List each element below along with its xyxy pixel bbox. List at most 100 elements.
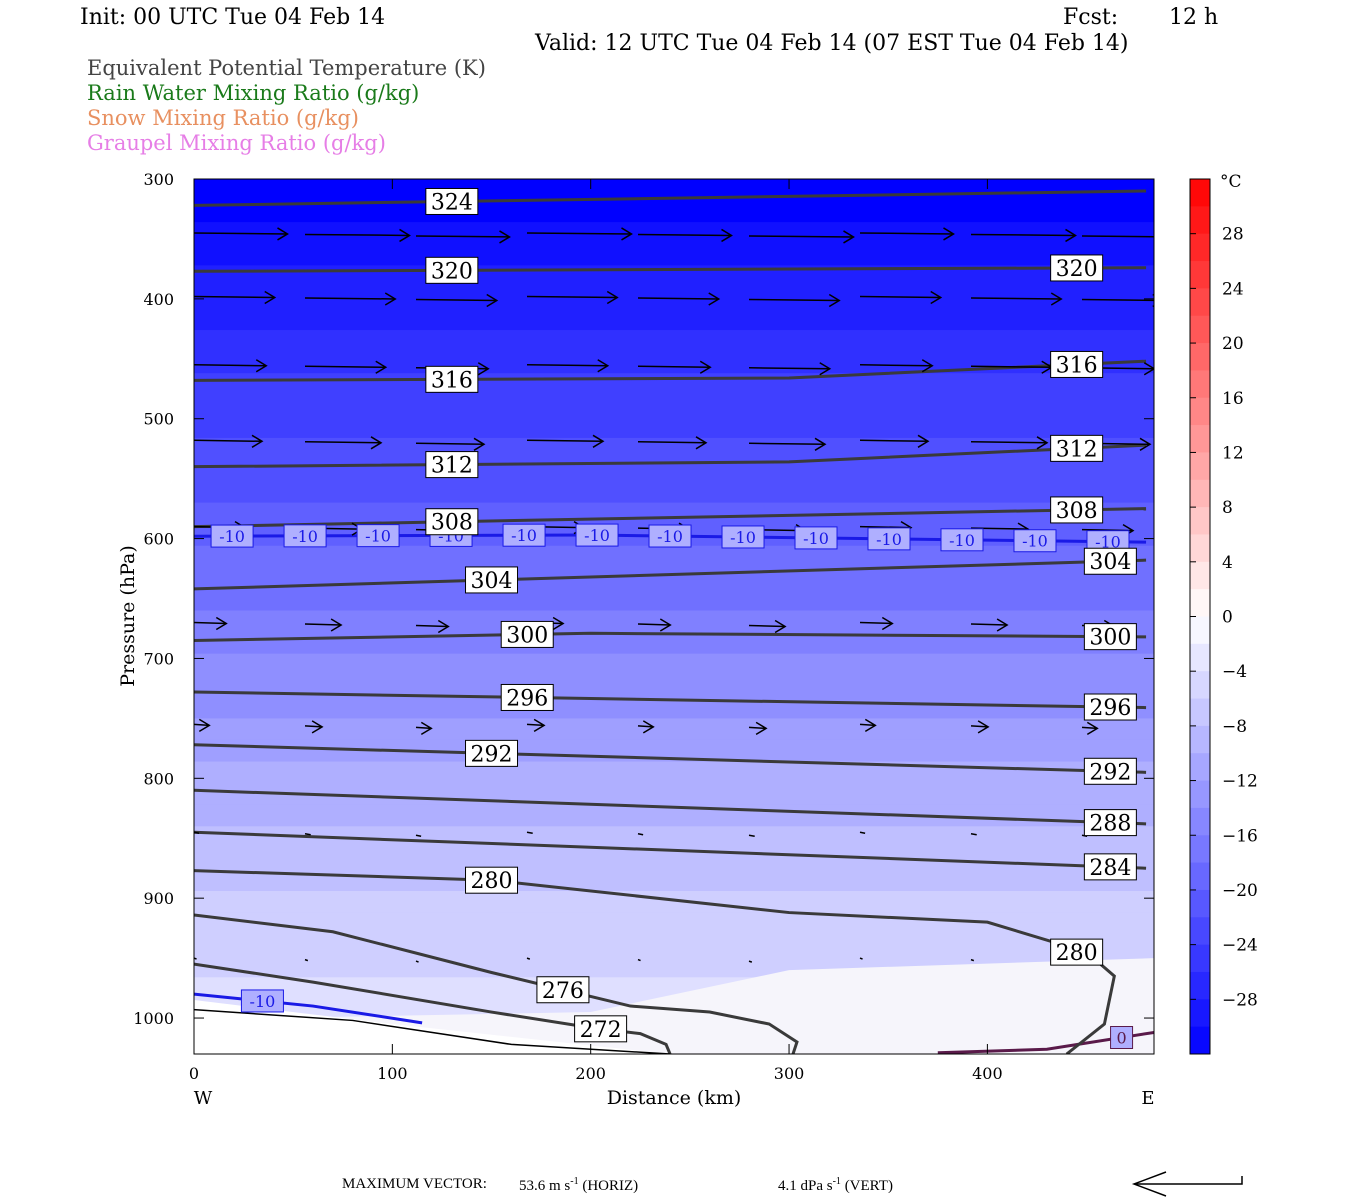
colorbar-tick-label: −24 bbox=[1222, 936, 1258, 956]
isotherm-label: -10 bbox=[219, 527, 245, 546]
theta-e-label-box bbox=[465, 566, 519, 594]
colorbar-segment bbox=[1190, 206, 1210, 235]
theta-e-label: 312 bbox=[1056, 437, 1098, 462]
colorbar-segment bbox=[1190, 233, 1210, 262]
wind-vector-head bbox=[215, 616, 228, 631]
colorbar-segment bbox=[1190, 889, 1210, 918]
y-tick-label: 300 bbox=[143, 170, 174, 189]
legend-line: Snow Mixing Ratio (g/kg) bbox=[87, 106, 359, 130]
x-tick-label: 300 bbox=[774, 1064, 805, 1083]
wind-vector-head bbox=[814, 437, 827, 451]
wind-vector bbox=[415, 442, 485, 446]
wind-vector bbox=[526, 232, 632, 235]
colorbar-tick-label: −12 bbox=[1222, 772, 1258, 792]
shading-band bbox=[194, 416, 1154, 439]
wind-vector-head bbox=[330, 618, 343, 632]
wind-vector bbox=[415, 235, 510, 238]
colorbar-segment bbox=[1190, 780, 1210, 809]
shading-band bbox=[194, 739, 1154, 763]
wind-vector bbox=[194, 439, 263, 443]
theta-e-label: 304 bbox=[471, 569, 513, 594]
theta-e-label-box bbox=[465, 739, 519, 767]
max-vector-horizontal-unit: m s bbox=[549, 1178, 571, 1194]
max-vector-vertical: 4.1 dPa s-1 (VERT) bbox=[778, 1176, 893, 1195]
wind-vector-head bbox=[399, 228, 411, 243]
theta-e-contour bbox=[194, 913, 799, 1054]
wind-vector bbox=[194, 621, 227, 625]
shading-band bbox=[194, 567, 1154, 590]
x-tick-label: 400 bbox=[972, 1064, 1003, 1083]
colorbar-tick-label: 8 bbox=[1222, 498, 1233, 518]
shading-band bbox=[194, 912, 1154, 935]
colorbar-segment bbox=[1190, 616, 1210, 645]
isotherm-line bbox=[194, 992, 423, 1025]
wind-vector-head bbox=[477, 362, 490, 376]
wind-vector bbox=[526, 831, 533, 834]
wind-vector bbox=[748, 367, 830, 370]
wind-vector bbox=[304, 725, 323, 728]
warm-surface-shading bbox=[273, 958, 1154, 1054]
theta-e-label: 300 bbox=[506, 623, 548, 648]
theta-e-label-box bbox=[425, 187, 479, 215]
isotherm-label-box bbox=[575, 523, 619, 547]
theta-e-label-box bbox=[500, 620, 554, 648]
wind-vector-head bbox=[486, 293, 499, 308]
shading-band bbox=[194, 804, 1154, 827]
isotherm-label-box bbox=[240, 989, 284, 1013]
wind-vector bbox=[304, 623, 342, 626]
wind-vector-head bbox=[828, 293, 841, 308]
wind-vector bbox=[194, 723, 210, 727]
colorbar-segment bbox=[1190, 479, 1210, 508]
theta-e-contour bbox=[194, 869, 1116, 1054]
wind-vector-head bbox=[1143, 362, 1154, 376]
theta-e-contour bbox=[194, 631, 1147, 642]
max-vector-prefix: MAXIMUM VECTOR: bbox=[342, 1176, 487, 1192]
wind-vector bbox=[748, 834, 755, 837]
wind-vector-head bbox=[251, 434, 264, 448]
isotherm-label-box bbox=[721, 525, 765, 549]
shading-band bbox=[194, 934, 1154, 957]
isotherm-label: -10 bbox=[584, 526, 610, 545]
max-vector-vertical-value: 4.1 bbox=[778, 1178, 797, 1194]
wind-vector bbox=[859, 831, 866, 834]
max-vector-vertical-unit: dPa s bbox=[800, 1178, 833, 1194]
theta-e-label-box bbox=[536, 976, 590, 1004]
theta-e-label-box bbox=[1083, 623, 1137, 651]
shading-band bbox=[194, 243, 1154, 266]
theta-e-label-box bbox=[1083, 757, 1137, 785]
y-tick-label: 800 bbox=[143, 769, 174, 788]
wind-vector-head bbox=[384, 292, 397, 306]
shading-band bbox=[194, 610, 1154, 633]
wind-vector bbox=[415, 298, 497, 302]
wind-vector bbox=[970, 441, 1048, 444]
theta-e-label-box bbox=[425, 365, 479, 393]
wind-vector-head bbox=[437, 619, 450, 634]
max-vector-vertical-suffix: (VERT) bbox=[844, 1178, 893, 1194]
isotherm-label: -10 bbox=[876, 530, 902, 549]
wind-vector-head bbox=[1050, 292, 1063, 306]
wind-vector bbox=[859, 621, 893, 625]
theta-e-label-box bbox=[1050, 938, 1104, 966]
wind-vector bbox=[415, 834, 422, 837]
y-tick-label: 400 bbox=[143, 290, 174, 309]
colorbar-tick-label: 28 bbox=[1222, 225, 1244, 245]
x-axis-label: Distance (km) bbox=[607, 1087, 742, 1109]
isotherm-label: -10 bbox=[292, 527, 318, 546]
colorbar-tick-label: 12 bbox=[1222, 443, 1244, 463]
colorbar-segment bbox=[1190, 698, 1210, 727]
colorbar-tick-label: 20 bbox=[1222, 334, 1244, 354]
wind-vector-head bbox=[774, 619, 787, 634]
wind-vector bbox=[859, 364, 933, 367]
shading-band bbox=[194, 394, 1154, 417]
wind-vector bbox=[194, 831, 200, 834]
isotherm-label-box bbox=[940, 528, 984, 552]
isotherm-label: -10 bbox=[949, 531, 975, 550]
y-tick-label: 700 bbox=[143, 649, 174, 668]
theta-e-contour bbox=[194, 788, 1147, 826]
wind-vector-head bbox=[1086, 721, 1099, 736]
theta-e-label: 292 bbox=[471, 742, 513, 767]
colorbar-tick-label: 16 bbox=[1222, 389, 1244, 409]
wind-vector bbox=[526, 439, 604, 443]
wind-vector bbox=[859, 723, 876, 727]
colorbar-segment bbox=[1190, 397, 1210, 426]
